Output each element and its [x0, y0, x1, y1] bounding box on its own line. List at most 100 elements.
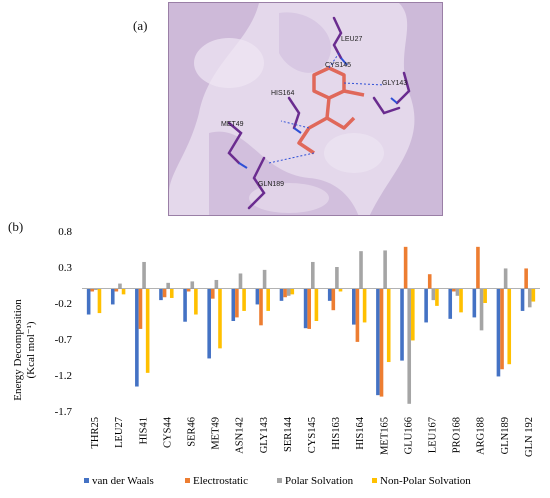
- legend-swatch: [277, 478, 282, 483]
- bar-polar-solvation: [431, 288, 436, 301]
- bar-van-der-waals: [159, 288, 163, 301]
- bar-non-polar-solvation: [411, 288, 415, 341]
- bar-non-polar-solvation: [242, 288, 246, 311]
- bar-van-der-waals: [255, 288, 260, 305]
- bar-electrostatic: [379, 288, 384, 397]
- x-tick-label: CYS44: [162, 416, 173, 448]
- legend-label: Non-Polar Solvation: [380, 475, 471, 487]
- bar-electrostatic: [186, 288, 191, 292]
- x-tick-label: ASN142: [235, 417, 246, 454]
- bar-non-polar-solvation: [266, 288, 270, 311]
- bar-polar-solvation: [94, 288, 98, 291]
- bar-electrostatic: [355, 288, 360, 342]
- bar-van-der-waals: [472, 288, 477, 318]
- y-tick-label: -0.2: [55, 298, 72, 310]
- bar-polar-solvation: [214, 279, 219, 289]
- x-tick-label: MET49: [211, 417, 222, 450]
- y-axis-label-line2: (Kcal mol⁻¹): [25, 321, 37, 378]
- legend-label: Electrostatic: [193, 475, 248, 487]
- bar-van-der-waals: [376, 288, 380, 396]
- x-tick-label: GLY143: [259, 417, 270, 453]
- bar-van-der-waals: [520, 288, 525, 311]
- y-tick-label: 0.3: [58, 262, 72, 274]
- panel-a-label: (a): [133, 18, 148, 33]
- x-tick-label: HIS164: [355, 416, 366, 449]
- bar-electrostatic: [524, 268, 528, 289]
- bar-electrostatic: [403, 246, 408, 289]
- bar-polar-solvation: [238, 273, 243, 289]
- bar-polar-solvation: [142, 261, 146, 289]
- bar-non-polar-solvation: [290, 288, 295, 295]
- bar-polar-solvation: [335, 267, 339, 289]
- bar-electrostatic: [452, 288, 456, 292]
- x-tick-label: HIS163: [331, 417, 342, 450]
- x-tick-label: HIS41: [138, 417, 149, 444]
- x-tick-label: ARG188: [476, 417, 487, 455]
- bar-polar-solvation: [455, 288, 460, 296]
- bar-electrostatic: [90, 288, 95, 292]
- bar-non-polar-solvation: [483, 288, 487, 303]
- legend-label: Polar Solvation: [285, 475, 354, 487]
- bar-electrostatic: [235, 288, 239, 318]
- bar-non-polar-solvation: [386, 288, 391, 363]
- bar-non-polar-solvation: [97, 288, 102, 314]
- y-tick-label: -0.7: [55, 334, 73, 346]
- bar-polar-solvation: [286, 288, 291, 296]
- bar-van-der-waals: [400, 288, 404, 361]
- y-tick-label: -1.7: [55, 406, 73, 418]
- x-tick-label: SER144: [283, 416, 294, 452]
- x-tick-label: GLU166: [403, 417, 414, 454]
- x-tick-label: GLN189: [500, 417, 511, 454]
- bar-van-der-waals: [327, 288, 332, 301]
- bar-electrostatic: [500, 288, 504, 370]
- bar-van-der-waals: [135, 288, 139, 387]
- x-tick-label: CYS145: [307, 417, 318, 453]
- bar-electrostatic: [114, 288, 119, 292]
- bar-van-der-waals: [279, 288, 284, 301]
- bar-electrostatic: [476, 246, 480, 289]
- x-tick-label: LEU167: [428, 417, 439, 453]
- bar-non-polar-solvation: [435, 288, 439, 306]
- bar-polar-solvation: [166, 282, 170, 289]
- bar-electrostatic: [138, 288, 143, 329]
- bar-non-polar-solvation: [314, 288, 319, 321]
- bar-van-der-waals: [352, 288, 356, 325]
- bar-polar-solvation: [479, 288, 484, 331]
- bar-polar-solvation: [527, 288, 532, 308]
- bar-non-polar-solvation: [121, 288, 126, 295]
- bar-polar-solvation: [190, 281, 195, 289]
- residue-label-leu27: LEU27: [341, 36, 363, 43]
- x-tick-label: THR25: [90, 417, 101, 449]
- bar-polar-solvation: [503, 268, 508, 289]
- bar-van-der-waals: [496, 288, 501, 377]
- bar-non-polar-solvation: [459, 288, 463, 313]
- bar-non-polar-solvation: [507, 288, 512, 365]
- bar-van-der-waals: [303, 288, 308, 329]
- legend-swatch: [185, 478, 190, 483]
- molecular-structure-image: LEU27 CYS145 GLY143 HIS164 MET49 GLN189: [168, 2, 443, 216]
- legend-label: van der Waals: [92, 475, 154, 487]
- panel-b-label: (b): [8, 219, 24, 234]
- x-tick-label: MET165: [379, 417, 390, 455]
- bar-polar-solvation: [118, 283, 122, 289]
- bar-non-polar-solvation: [531, 288, 536, 302]
- legend-swatch: [372, 478, 377, 483]
- x-tick-label: LEU27: [114, 417, 125, 448]
- bar-non-polar-solvation: [194, 288, 198, 315]
- bar-polar-solvation: [311, 261, 315, 289]
- bar-electrostatic: [427, 274, 432, 289]
- residue-label-met49: MET49: [221, 121, 244, 128]
- y-tick-label: 0.8: [58, 226, 72, 238]
- bar-non-polar-solvation: [218, 288, 222, 349]
- bar-van-der-waals: [207, 288, 211, 359]
- x-tick-label: PRO168: [452, 417, 463, 453]
- bar-non-polar-solvation: [338, 288, 343, 292]
- y-tick-label: -1.2: [55, 370, 72, 382]
- bar-electrostatic: [283, 288, 287, 298]
- legend-swatch: [84, 478, 89, 483]
- bar-van-der-waals: [448, 288, 453, 319]
- bar-non-polar-solvation: [145, 288, 150, 373]
- residue-label-cys145: CYS145: [325, 62, 351, 69]
- bar-electrostatic: [162, 288, 167, 298]
- bar-van-der-waals: [183, 288, 187, 322]
